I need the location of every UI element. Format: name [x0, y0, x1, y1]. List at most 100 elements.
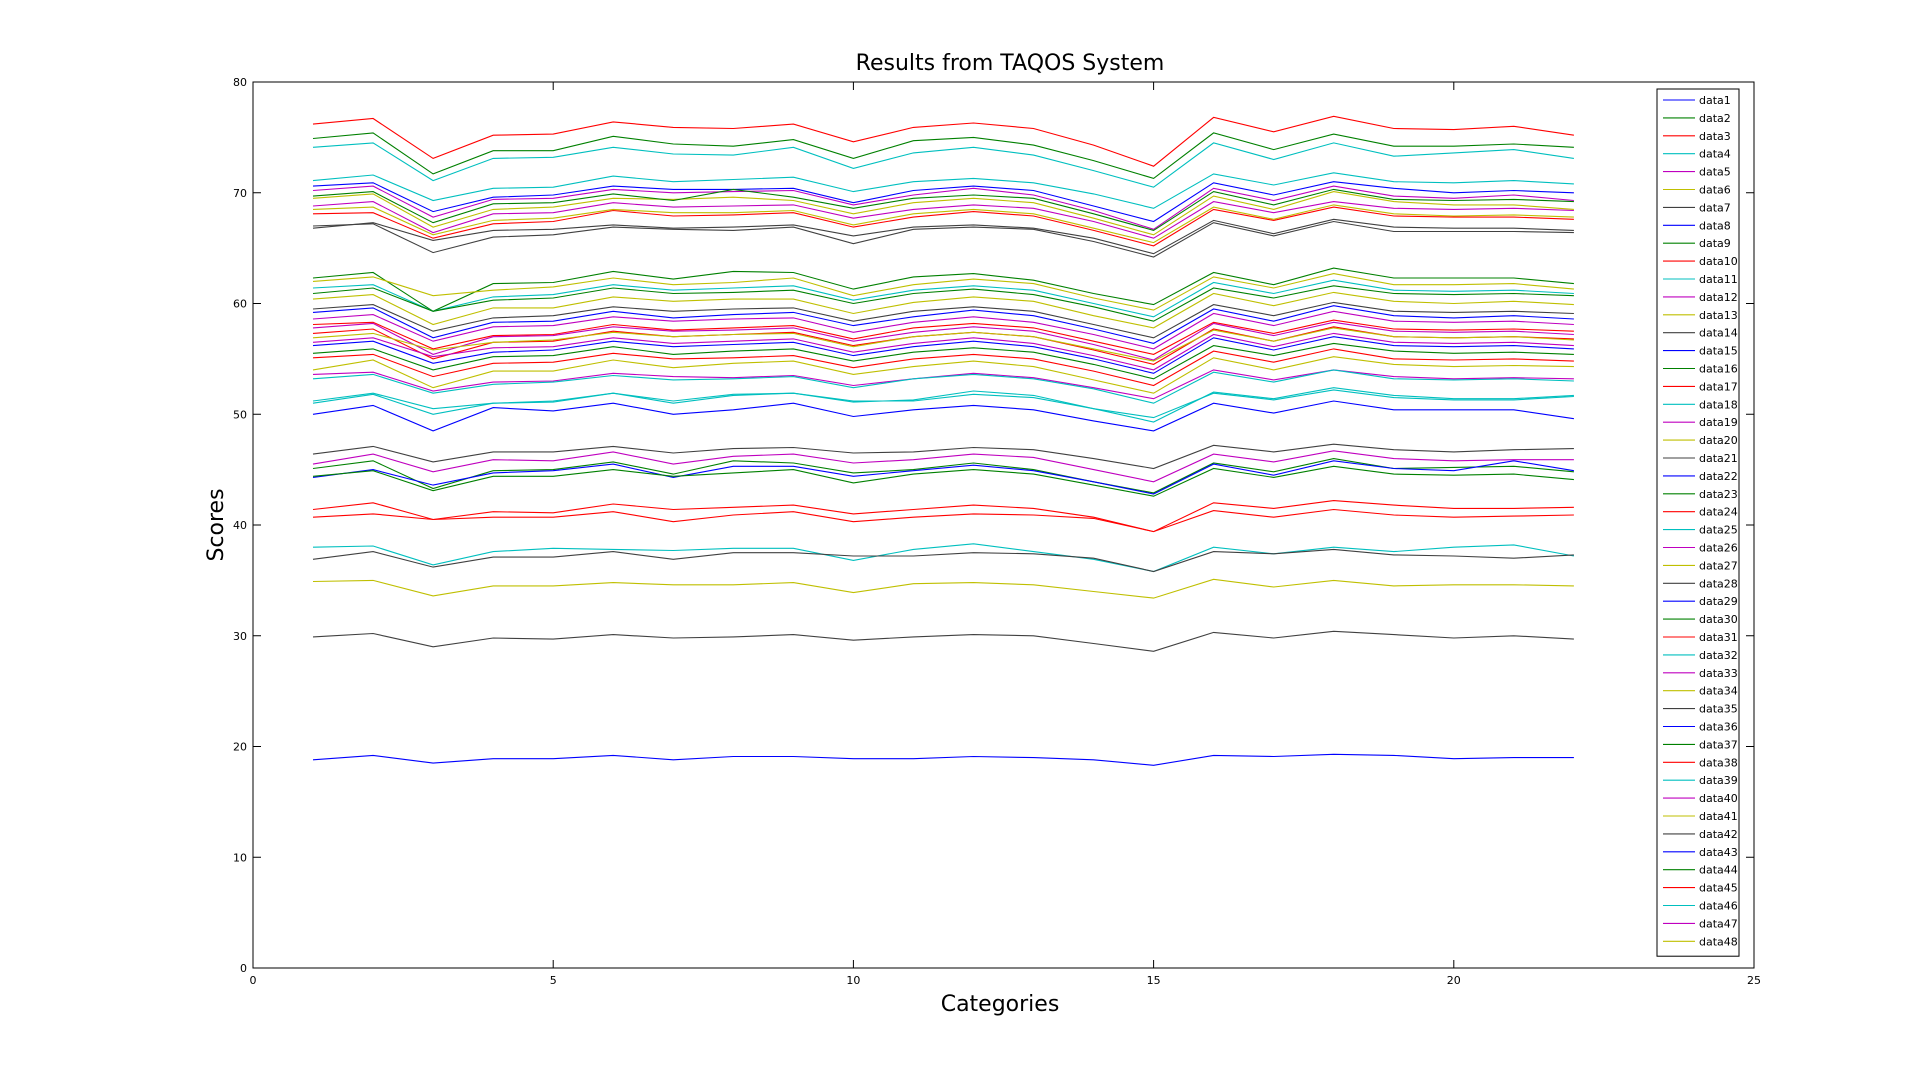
series-line-data38: [312, 508, 1574, 533]
series-line-data23: [312, 342, 1574, 380]
series-line-data30: [312, 458, 1574, 494]
series-line-data19: [312, 321, 1574, 361]
x-tick-label: 10: [846, 974, 860, 987]
series-line-data17: [312, 319, 1574, 355]
legend-label-data8: data8: [1699, 219, 1731, 232]
legend-label-data37: data37: [1699, 738, 1738, 751]
legend-label-data41: data41: [1699, 810, 1738, 823]
legend-label-data30: data30: [1699, 613, 1738, 626]
series-line-data14: [312, 218, 1574, 255]
y-tick-label: 50: [233, 408, 247, 421]
legend-label-data43: data43: [1699, 846, 1738, 859]
series-line-data5: [312, 185, 1574, 230]
series-line-data44: [312, 285, 1574, 322]
series-line-data35: [312, 548, 1574, 573]
legend-label-data9: data9: [1699, 237, 1731, 250]
legend-label-data44: data44: [1699, 864, 1738, 877]
legend-label-data1: data1: [1699, 94, 1731, 107]
series-line-data6: [312, 191, 1574, 236]
series-line-data39: [312, 389, 1574, 419]
legend-label-data40: data40: [1699, 792, 1738, 805]
legend-label-data45: data45: [1699, 882, 1738, 895]
legend-box: [1656, 88, 1740, 957]
series-line-data32: [312, 543, 1574, 573]
legend-label-data34: data34: [1699, 685, 1738, 698]
x-tick-label: 20: [1447, 974, 1461, 987]
series-line-data7: [312, 220, 1574, 258]
legend-label-data19: data19: [1699, 416, 1738, 429]
series-line-data16: [312, 267, 1574, 312]
plot-area: [253, 82, 1754, 968]
y-tick-label: 10: [233, 851, 247, 864]
legend-label-data22: data22: [1699, 470, 1738, 483]
chart-title: Results from TAQOS System: [856, 51, 1165, 76]
series-line-data34: [312, 578, 1574, 599]
legend-label-data14: data14: [1699, 327, 1738, 340]
series-line-data45: [312, 348, 1574, 387]
series-layer: [312, 115, 1574, 969]
legend-label-data35: data35: [1699, 703, 1738, 716]
legend-label-data10: data10: [1699, 255, 1738, 268]
y-axis-title: Scores: [204, 488, 229, 561]
series-line-data10: [312, 206, 1574, 247]
series-line-data28: [312, 443, 1574, 470]
legend-label-data46: data46: [1699, 900, 1738, 913]
series-line-data21: [312, 301, 1574, 339]
legend-label-data29: data29: [1699, 595, 1738, 608]
series-line-data42: [312, 630, 1574, 652]
x-tick-label: 15: [1147, 974, 1161, 987]
series-line-data31: [312, 500, 1574, 533]
axes-layer: 0 5 10 15 20 25 0 10 20 30 40 50 60 70 80: [233, 76, 1761, 987]
series-line-data4: [312, 142, 1574, 188]
legend-label-data28: data28: [1699, 577, 1738, 590]
series-line-data18: [312, 279, 1574, 318]
series-line-data2: [312, 132, 1574, 180]
legend-label-data11: data11: [1699, 273, 1738, 286]
legend-label-data4: data4: [1699, 148, 1731, 161]
x-tick-label: 25: [1747, 974, 1761, 987]
x-tick-label: 5: [550, 974, 557, 987]
legend-label-data47: data47: [1699, 917, 1738, 930]
series-line-data9: [312, 188, 1574, 231]
series-line-data48: [312, 327, 1574, 362]
legend-label-data33: data33: [1699, 667, 1738, 680]
legend-label-data5: data5: [1699, 166, 1731, 179]
legend-label-data2: data2: [1699, 112, 1731, 125]
series-line-data27: [312, 356, 1574, 394]
y-tick-label: 40: [233, 519, 247, 532]
series-line-data3: [312, 115, 1574, 167]
legend-label-data38: data38: [1699, 756, 1738, 769]
y-tick-label: 70: [233, 187, 247, 200]
legend-label-data23: data23: [1699, 488, 1738, 501]
legend-label-data42: data42: [1699, 828, 1738, 841]
series-line-data46: [312, 369, 1574, 404]
series-line-data12: [312, 201, 1574, 239]
legend-label-data36: data36: [1699, 721, 1738, 734]
series-line-data29: [312, 400, 1574, 432]
legend-label-data32: data32: [1699, 649, 1738, 662]
legend-label-data24: data24: [1699, 506, 1738, 519]
series-line-data37: [312, 465, 1574, 497]
series-line-data11: [312, 172, 1574, 209]
series-line-data20: [312, 291, 1574, 329]
legend-label-data20: data20: [1699, 434, 1738, 447]
series-line-data15: [312, 305, 1574, 344]
series-line-data47: [312, 310, 1574, 350]
series-line-data13: [312, 204, 1574, 244]
legend-label-data12: data12: [1699, 291, 1738, 304]
y-tick-label: 80: [233, 76, 247, 89]
y-tick-label: 0: [240, 962, 247, 975]
legend-label-data21: data21: [1699, 452, 1738, 465]
legend-label-data39: data39: [1699, 774, 1738, 787]
y-tick-label: 20: [233, 741, 247, 754]
series-line-data41: [312, 273, 1574, 311]
legend-label-data17: data17: [1699, 380, 1738, 393]
legend-label-data48: data48: [1699, 935, 1738, 948]
series-line-data22: [312, 336, 1574, 374]
legend-label-data16: data16: [1699, 363, 1738, 376]
y-tick-label: 30: [233, 630, 247, 643]
legend-label-data27: data27: [1699, 559, 1738, 572]
series-line-data36: [312, 460, 1574, 495]
legend-label-data15: data15: [1699, 345, 1738, 358]
